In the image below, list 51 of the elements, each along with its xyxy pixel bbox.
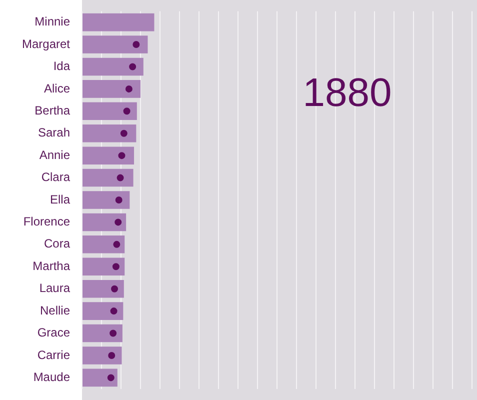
y-tick-label: Ella	[50, 192, 70, 206]
y-tick-label: Ida	[53, 59, 70, 74]
bar	[82, 346, 122, 364]
point	[113, 240, 120, 248]
bar	[82, 58, 144, 76]
bar	[82, 146, 134, 164]
bar	[82, 324, 122, 342]
bar	[82, 36, 148, 54]
bar	[82, 124, 136, 142]
y-tick-label: Bertha	[34, 103, 70, 118]
point	[132, 41, 140, 48]
y-tick-label: Alice	[44, 81, 70, 96]
y-tick-label: Martha	[32, 258, 70, 273]
point	[120, 130, 128, 137]
y-tick-label: Laura	[39, 281, 70, 296]
y-tick-label: Maude	[33, 370, 70, 384]
bar	[82, 368, 118, 387]
point	[115, 196, 122, 204]
bar	[82, 13, 154, 32]
y-tick-label: Cora	[44, 236, 70, 251]
text: 1880	[302, 71, 392, 116]
point	[123, 108, 130, 115]
y-tick-label: Florence	[23, 214, 70, 229]
y-tick-label: Nellie	[40, 303, 70, 318]
bar	[82, 80, 141, 98]
point	[107, 374, 114, 382]
y-tick-label: Minnie	[34, 14, 70, 29]
point	[125, 85, 132, 92]
point	[116, 174, 124, 182]
point	[111, 285, 118, 292]
point	[112, 263, 120, 270]
bar	[82, 168, 134, 187]
point	[118, 152, 126, 160]
y-tick-label: Margaret	[22, 36, 71, 51]
point	[108, 352, 116, 359]
bar	[82, 213, 126, 232]
point	[110, 308, 118, 315]
y-tick-label: Annie	[39, 148, 70, 162]
bar	[82, 258, 125, 276]
y-tick-label: Sarah	[38, 126, 70, 140]
bar	[82, 302, 124, 320]
y-tick-label: Carrie	[37, 348, 70, 362]
point	[114, 218, 122, 226]
bar	[82, 191, 130, 209]
point	[110, 330, 117, 337]
bar	[82, 280, 124, 298]
bar	[82, 236, 125, 254]
y-tick-label: Clara	[41, 170, 70, 184]
point	[129, 63, 136, 70]
y-tick-label: Grace	[37, 326, 70, 340]
bar	[82, 102, 137, 120]
